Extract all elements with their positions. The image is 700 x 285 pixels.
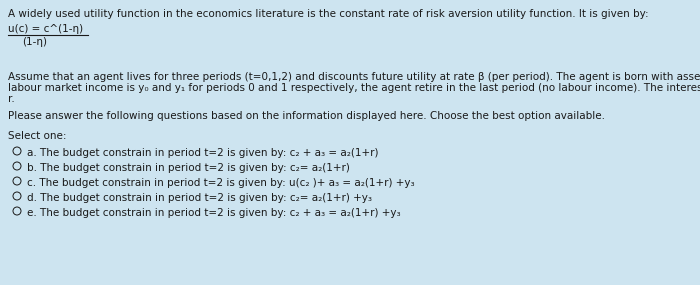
Text: u(c) = c^(1-η): u(c) = c^(1-η): [8, 24, 83, 34]
Text: e. The budget constrain in period t=2 is given by: c₂ + a₃ = a₂(1+r) +y₃: e. The budget constrain in period t=2 is…: [27, 208, 400, 218]
Text: Assume that an agent lives for three periods (t=0,1,2) and discounts future util: Assume that an agent lives for three per…: [8, 72, 700, 82]
Text: Please answer the following questions based on the information displayed here. C: Please answer the following questions ba…: [8, 111, 605, 121]
Text: A widely used utility function in the economics literature is the constant rate : A widely used utility function in the ec…: [8, 9, 649, 19]
Text: (1-η): (1-η): [22, 37, 47, 47]
Text: d. The budget constrain in period t=2 is given by: c₂= a₂(1+r) +y₃: d. The budget constrain in period t=2 is…: [27, 193, 372, 203]
Text: Select one:: Select one:: [8, 131, 66, 141]
Text: c. The budget constrain in period t=2 is given by: u(c₂ )+ a₃ = a₂(1+r) +y₃: c. The budget constrain in period t=2 is…: [27, 178, 414, 188]
Text: a. The budget constrain in period t=2 is given by: c₂ + a₃ = a₂(1+r): a. The budget constrain in period t=2 is…: [27, 148, 379, 158]
Text: labour market income is y₀ and y₁ for periods 0 and 1 respectively, the agent re: labour market income is y₀ and y₁ for pe…: [8, 83, 700, 93]
Text: r.: r.: [8, 94, 15, 104]
Text: b. The budget constrain in period t=2 is given by: c₂= a₂(1+r): b. The budget constrain in period t=2 is…: [27, 163, 350, 173]
